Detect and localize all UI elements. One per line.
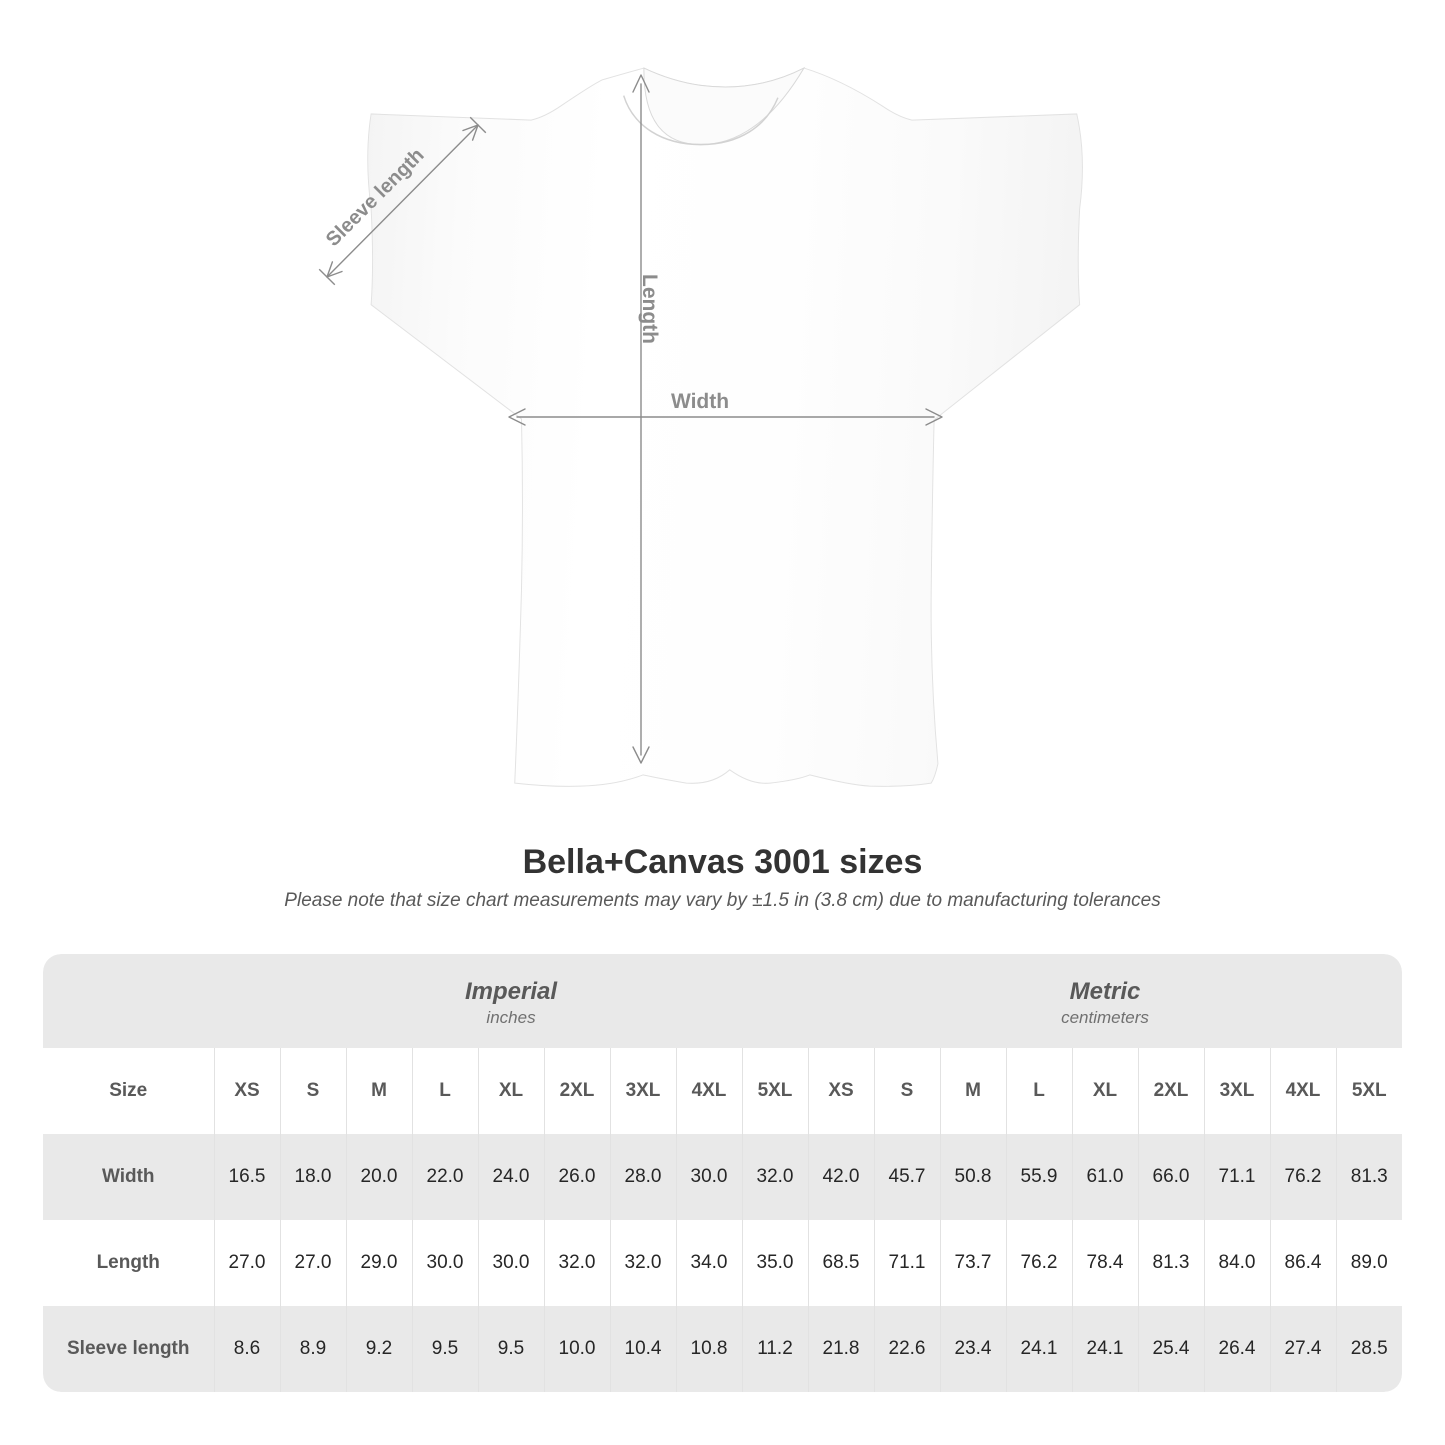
svg-text:Width: Width bbox=[671, 390, 729, 413]
